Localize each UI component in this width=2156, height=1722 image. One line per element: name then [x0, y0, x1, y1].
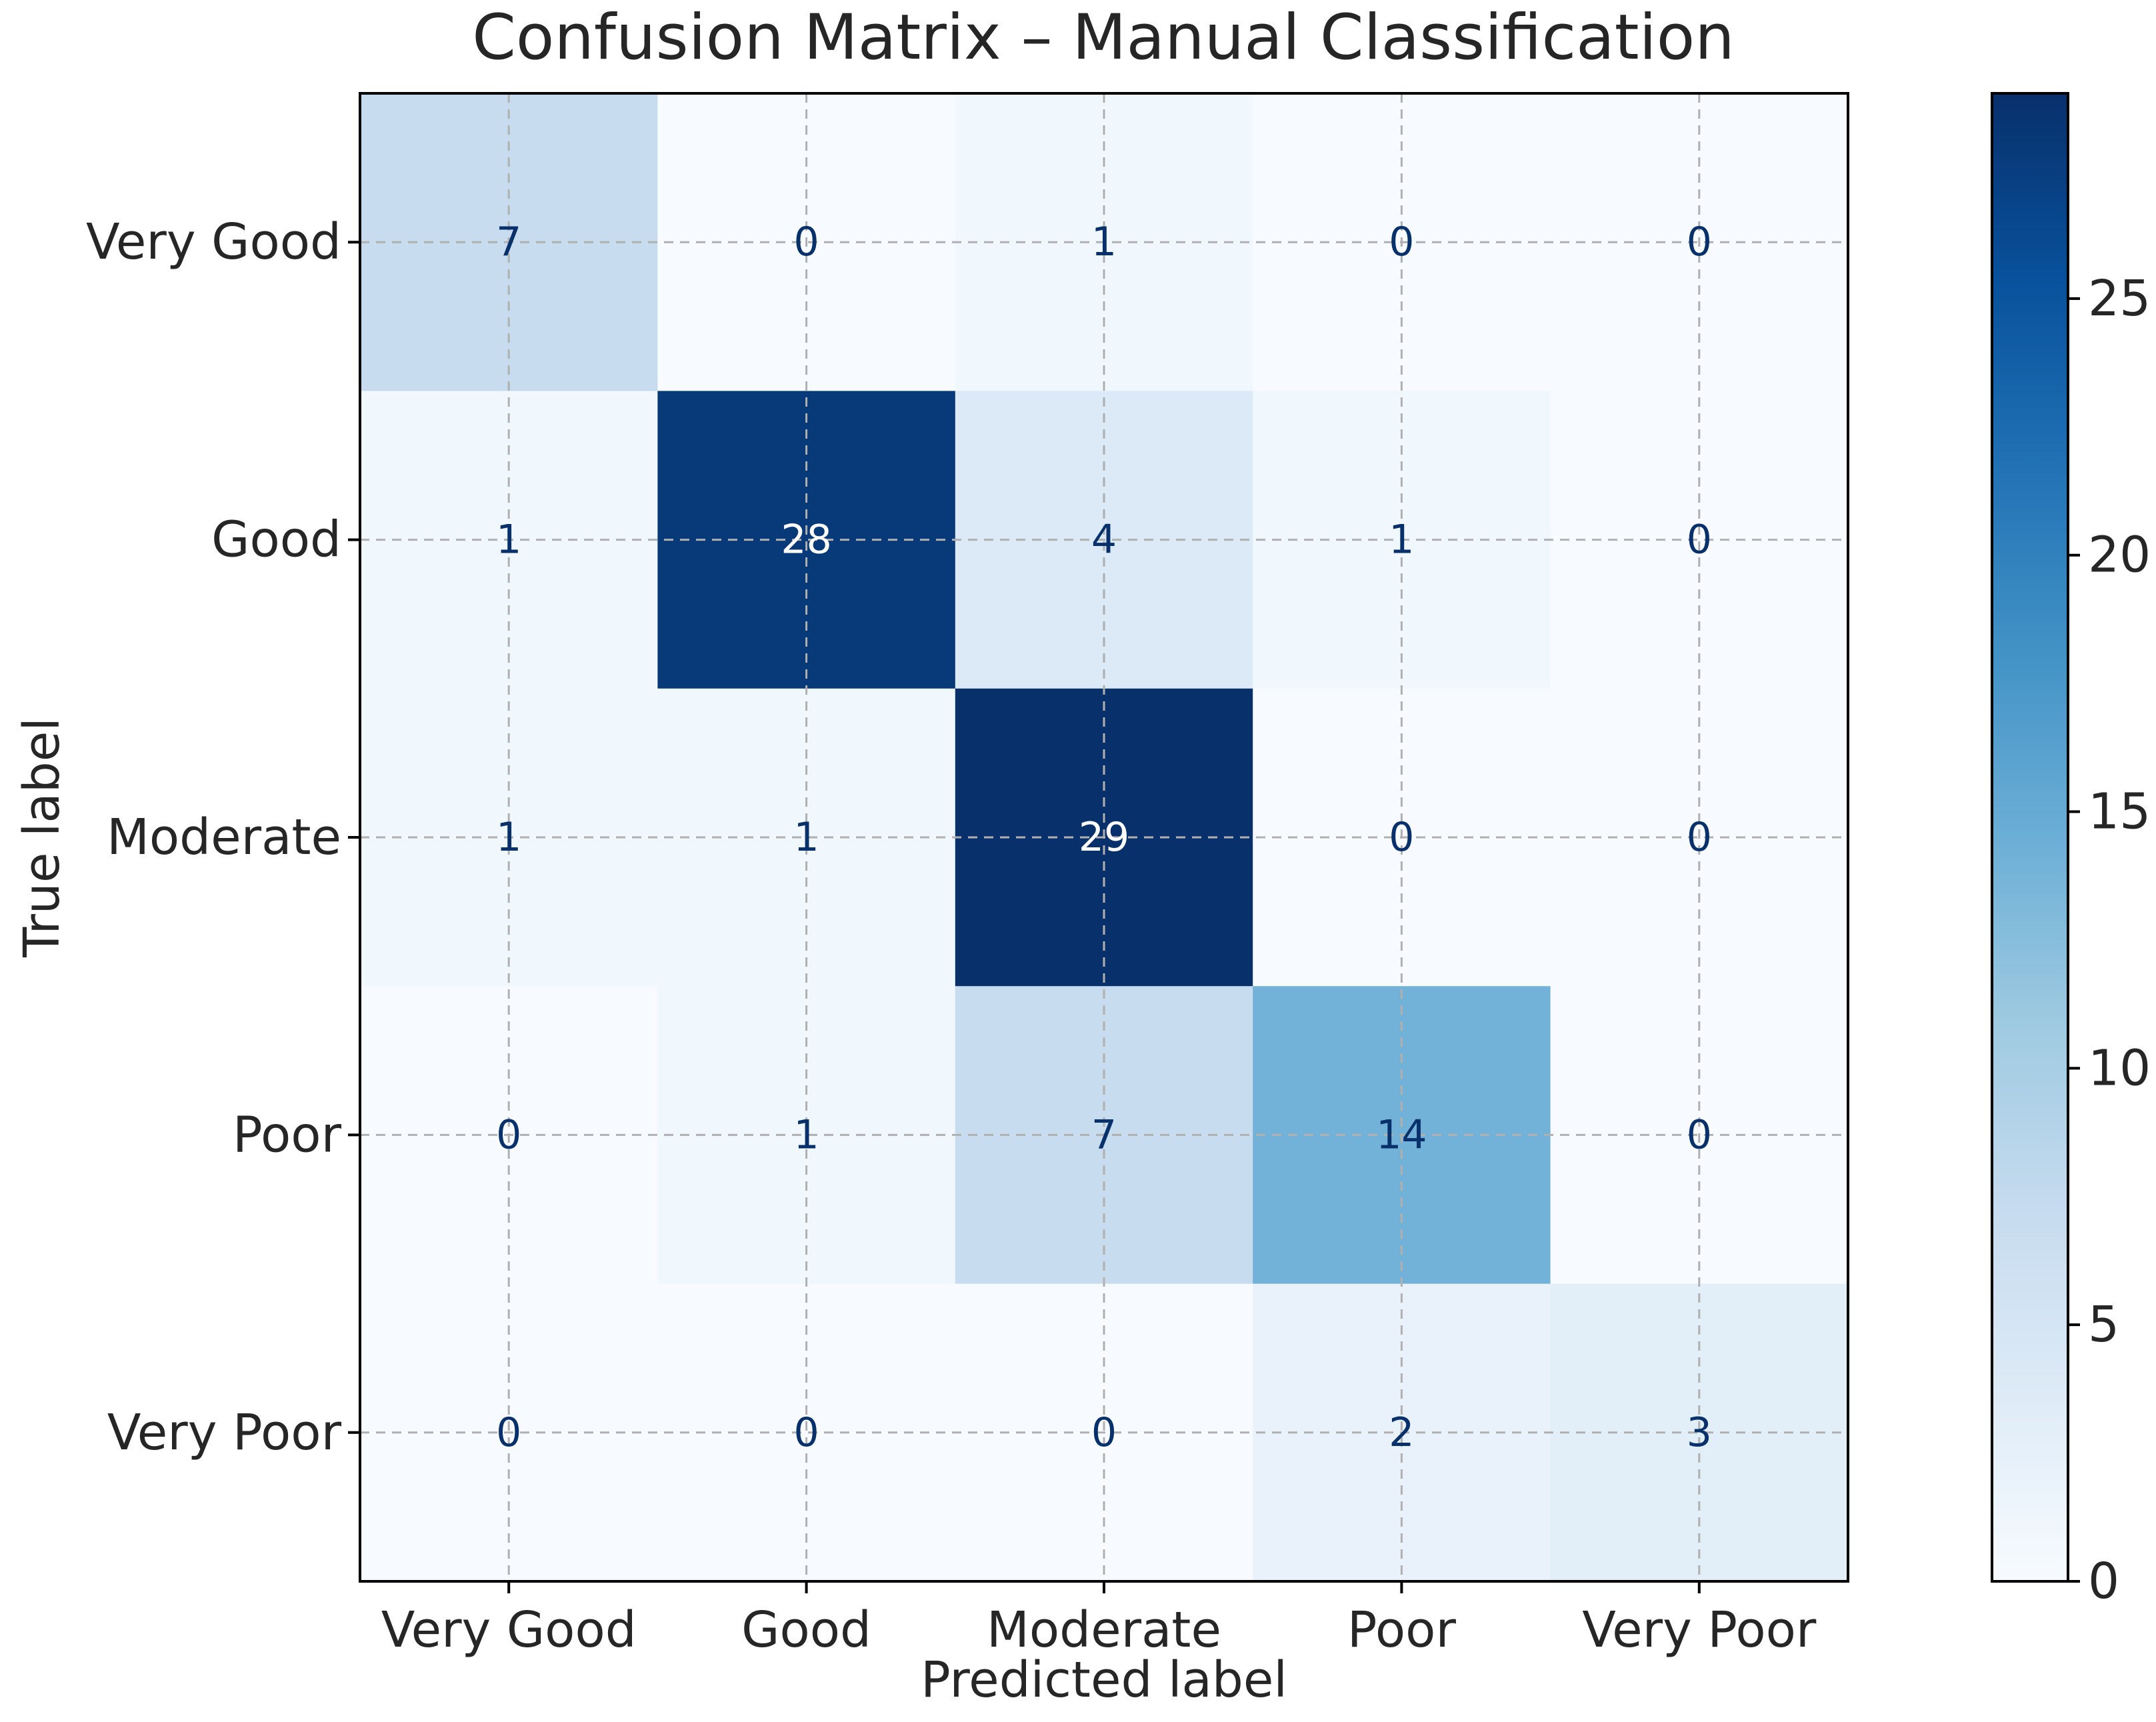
colorbar-tick-label: 0: [2088, 1553, 2119, 1610]
y-tick-label: Poor: [233, 1106, 342, 1163]
cell-value-label: 1: [496, 517, 521, 563]
cell-value-label: 7: [496, 219, 521, 265]
cell-value-label: 0: [1389, 219, 1414, 265]
cell-value-label: 29: [1079, 814, 1129, 861]
colorbar-tick-label: 20: [2088, 527, 2151, 584]
cell-value-label: 1: [1091, 219, 1117, 265]
cell-value-label: 1: [496, 814, 521, 861]
cell-value-label: 0: [1687, 814, 1712, 861]
chart-title: Confusion Matrix – Manual Classification: [472, 1, 1735, 74]
cell-value-label: 0: [794, 1409, 819, 1456]
colorbar-tick-label: 25: [2088, 270, 2151, 327]
cell-value-label: 0: [1687, 517, 1712, 563]
cell-value-label: 0: [1389, 814, 1414, 861]
y-tick-label: Very Good: [86, 213, 341, 271]
y-tick-label: Good: [211, 511, 341, 569]
cell-value-labels: 7 0 1 0 0 1 28 4 1 0 1 1 29 0 0 0 1 7 14 0 0 0 0 2 3: [496, 219, 1712, 1456]
colorbar-tick-label: 15: [2088, 783, 2151, 841]
x-tick-label: Good: [741, 1601, 871, 1659]
cell-value-label: 7: [1091, 1111, 1117, 1158]
cell-value-label: 28: [781, 517, 831, 563]
cell-value-label: 1: [794, 1111, 819, 1158]
cell-value-label: 0: [1687, 219, 1712, 265]
cell-value-label: 1: [1389, 517, 1414, 563]
cell-value-label: 0: [496, 1111, 521, 1158]
cell-value-label: 14: [1376, 1111, 1427, 1158]
x-tick-label: Poor: [1347, 1601, 1457, 1659]
cell-value-label: 0: [1091, 1409, 1117, 1456]
colorbar: [1991, 92, 2069, 1583]
cell-value-label: 2: [1389, 1409, 1414, 1456]
cell-value-label: 0: [794, 219, 819, 265]
y-axis-ticks: Very Good Good Moderate Poor Very Poor: [86, 213, 360, 1461]
gridlines: [360, 93, 1848, 1581]
cell-value-label: 0: [496, 1409, 521, 1456]
colorbar-ticks: 0 5 10 15 20 25: [2068, 270, 2151, 1610]
cell-value-label: 3: [1687, 1409, 1712, 1456]
colorbar-tick-label: 5: [2088, 1296, 2119, 1353]
x-tick-label: Very Poor: [1582, 1601, 1817, 1659]
cell-value-label: 0: [1687, 1111, 1712, 1158]
x-tick-label: Very Good: [381, 1601, 637, 1659]
y-axis-label: True label: [13, 717, 71, 958]
x-tick-label: Moderate: [987, 1601, 1221, 1659]
colorbar-tick-label: 10: [2088, 1039, 2151, 1097]
y-tick-label: Moderate: [107, 809, 341, 866]
x-axis-ticks: Very Good Good Moderate Poor Very Poor: [381, 1581, 1817, 1659]
x-axis-label: Predicted label: [921, 1651, 1287, 1709]
y-tick-label: Very Poor: [107, 1404, 342, 1461]
cell-value-label: 4: [1091, 517, 1117, 563]
cell-value-label: 1: [794, 814, 819, 861]
